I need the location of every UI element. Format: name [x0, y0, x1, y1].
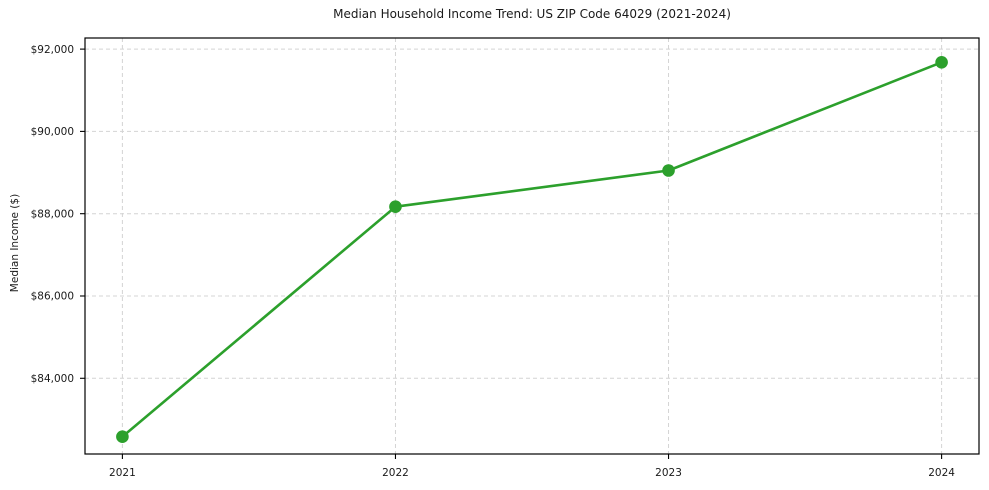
data-point-marker [935, 55, 948, 69]
y-tick-label: $84,000 [31, 373, 74, 385]
data-point-marker [116, 430, 129, 444]
y-tick-label: $88,000 [31, 208, 74, 220]
data-point-marker [662, 164, 675, 177]
y-tick-label: $86,000 [31, 291, 74, 303]
y-tick-label: $90,000 [31, 126, 74, 138]
y-tick-label: $92,000 [31, 44, 74, 56]
series-line [121, 60, 943, 439]
x-tick-label: 2024 [928, 467, 955, 479]
x-tick-label: 2022 [382, 467, 409, 479]
x-tick-label: 2023 [655, 467, 682, 479]
axes-frame [84, 37, 980, 455]
chart-title: Median Household Income Trend: US ZIP Co… [333, 7, 731, 21]
x-tick-label: 2021 [109, 467, 136, 479]
data-point-marker [389, 200, 402, 214]
